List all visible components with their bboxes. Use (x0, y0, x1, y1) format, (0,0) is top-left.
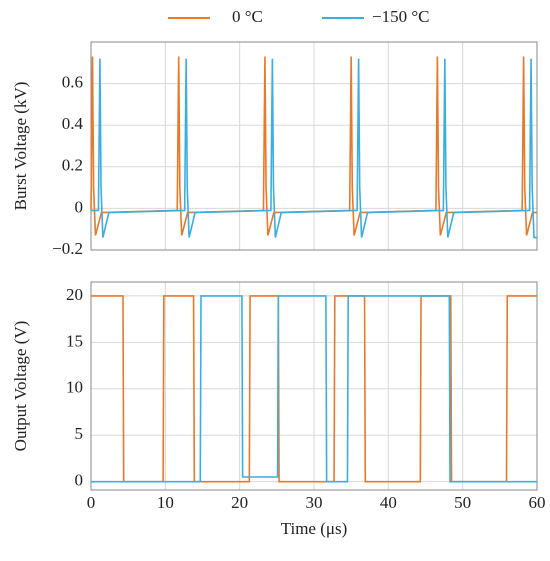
x-tick-label: 40 (380, 493, 397, 512)
x-tick-label: 60 (529, 493, 546, 512)
series-line (91, 295, 537, 483)
series-line (91, 295, 537, 483)
y-axis-label: Burst Voltage (kV) (11, 82, 30, 211)
y-tick-label: 0 (75, 471, 84, 490)
x-tick-label: 20 (231, 493, 248, 512)
y-tick-label: 5 (75, 424, 84, 443)
y-tick-label: −0.2 (52, 239, 83, 258)
x-tick-label: 0 (87, 493, 96, 512)
legend-label: 0 °C (232, 7, 263, 26)
x-tick-label: 50 (454, 493, 471, 512)
y-tick-label: 10 (66, 378, 83, 397)
x-axis-label: Time (μs) (281, 519, 348, 538)
x-tick-label: 10 (157, 493, 174, 512)
legend-label: −150 °C (372, 7, 429, 26)
y-tick-label: 0.2 (62, 156, 83, 175)
plot-frame (90, 281, 538, 491)
series-line (91, 58, 537, 239)
y-tick-label: 20 (66, 285, 83, 304)
y-tick-label: 15 (66, 331, 83, 350)
y-tick-label: 0 (75, 197, 84, 216)
y-tick-label: 0.6 (62, 73, 83, 92)
y-tick-label: 0.4 (62, 114, 84, 133)
x-tick-label: 30 (306, 493, 323, 512)
y-axis-label: Output Voltage (V) (11, 321, 30, 452)
